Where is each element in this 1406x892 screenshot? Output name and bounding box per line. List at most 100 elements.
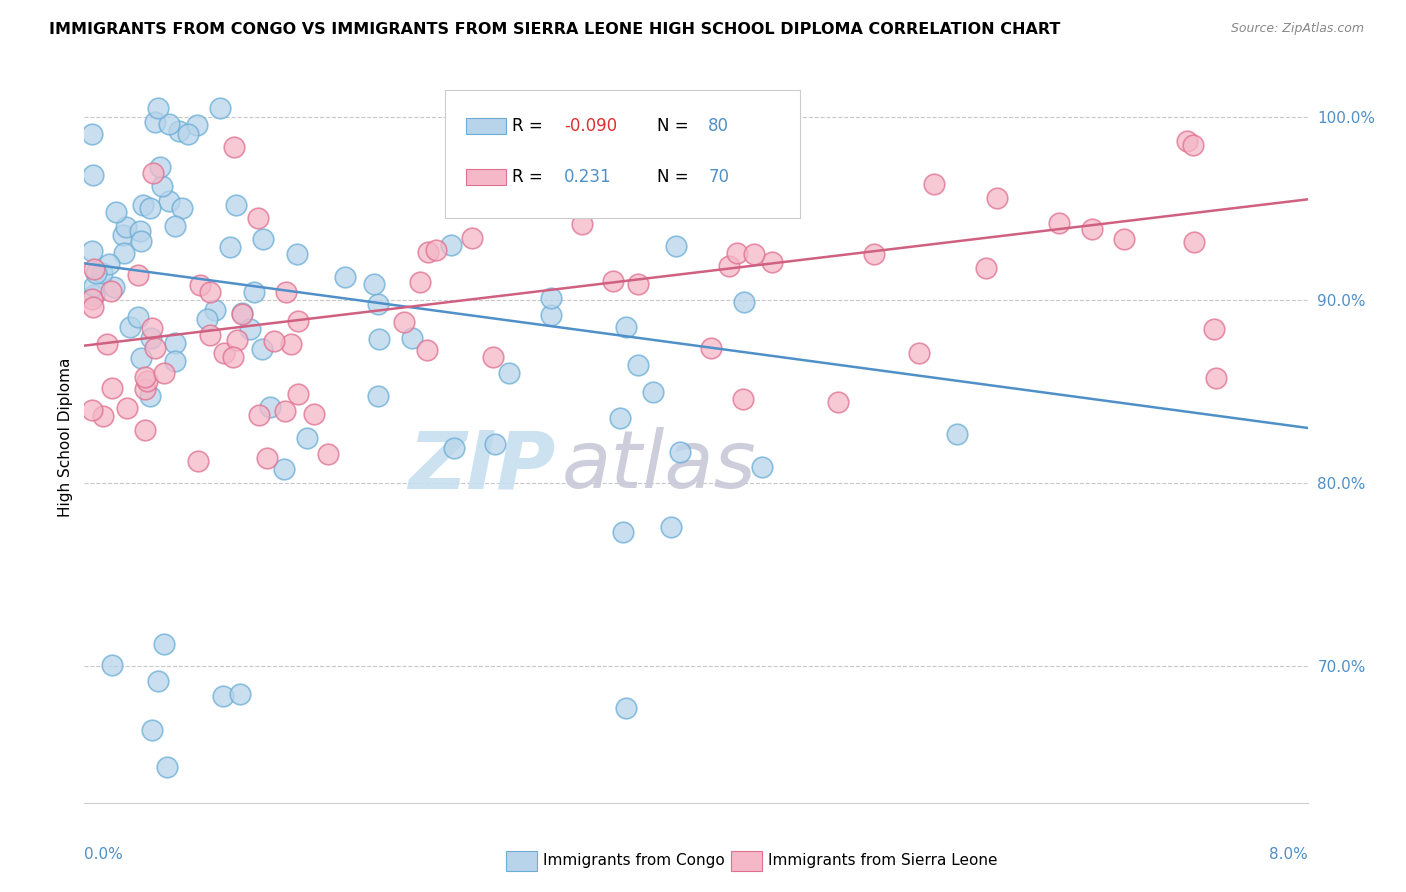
Point	[188, 277, 211, 292]
Point	[733, 295, 755, 310]
Point	[142, 166, 165, 180]
Point	[134, 382, 156, 396]
Point	[82, 300, 104, 314]
Point	[97, 257, 120, 271]
Point	[187, 454, 209, 468]
Text: 0.231: 0.231	[564, 169, 612, 186]
Text: IMMIGRANTS FROM CONGO VS IMMIGRANTS FROM SIERRA LEONE HIGH SCHOOL DIPLOMA CORREL: IMMIGRANTS FROM CONGO VS IMMIGRANTS FROM…	[49, 22, 1060, 37]
Point	[91, 409, 114, 423]
Point	[150, 179, 173, 194]
Point	[163, 336, 186, 351]
Point	[280, 337, 302, 351]
Point	[922, 178, 945, 192]
Point	[409, 275, 432, 289]
Y-axis label: High School Diploma: High School Diploma	[58, 358, 73, 516]
FancyBboxPatch shape	[465, 169, 506, 186]
Point	[129, 234, 152, 248]
Point	[1182, 235, 1205, 249]
Point	[827, 395, 849, 409]
Text: 0.0%: 0.0%	[84, 847, 124, 862]
Point	[204, 302, 226, 317]
Point	[1181, 138, 1204, 153]
Point	[908, 345, 931, 359]
Point	[101, 658, 124, 673]
Point	[484, 436, 506, 450]
Point	[247, 408, 270, 422]
Point	[115, 220, 138, 235]
Point	[440, 238, 463, 252]
Point	[103, 280, 125, 294]
Point	[669, 445, 692, 459]
Point	[127, 310, 149, 324]
Point	[112, 246, 135, 260]
Point	[609, 411, 631, 425]
Point	[416, 245, 439, 260]
Point	[132, 198, 155, 212]
Point	[200, 327, 222, 342]
Point	[250, 343, 273, 357]
Point	[134, 423, 156, 437]
Point	[274, 285, 297, 299]
Text: N =: N =	[657, 117, 693, 136]
Point	[198, 285, 221, 300]
Point	[136, 375, 159, 389]
Text: Immigrants from Sierra Leone: Immigrants from Sierra Leone	[768, 854, 997, 868]
Point	[1205, 371, 1227, 385]
FancyBboxPatch shape	[465, 118, 506, 135]
Text: R =: R =	[513, 169, 548, 186]
Point	[83, 262, 105, 277]
Point	[165, 219, 187, 234]
Point	[751, 460, 773, 475]
Point	[1175, 134, 1198, 148]
Point	[141, 320, 163, 334]
Point	[170, 202, 193, 216]
Text: R =: R =	[513, 117, 548, 136]
Point	[239, 322, 262, 336]
Point	[84, 266, 107, 280]
Point	[143, 341, 166, 355]
Point	[659, 519, 682, 533]
Point	[501, 159, 523, 173]
Point	[219, 239, 242, 253]
Point	[83, 288, 105, 302]
Point	[80, 127, 103, 141]
Point	[641, 384, 664, 399]
Point	[131, 351, 153, 365]
Point	[225, 198, 247, 212]
Point	[143, 115, 166, 129]
Point	[482, 350, 505, 364]
Point	[401, 330, 423, 344]
Point	[287, 386, 309, 401]
Point	[304, 407, 326, 421]
Point	[222, 140, 245, 154]
Point	[148, 161, 170, 175]
Point	[540, 291, 562, 305]
Point	[274, 404, 297, 418]
Point	[141, 723, 163, 737]
Point	[134, 370, 156, 384]
Point	[700, 341, 723, 355]
Point	[717, 260, 740, 274]
Point	[197, 312, 219, 326]
Point	[156, 760, 179, 774]
Point	[333, 270, 356, 285]
Text: Immigrants from Congo: Immigrants from Congo	[543, 854, 724, 868]
Point	[416, 343, 439, 358]
Point	[627, 277, 650, 292]
Point	[316, 447, 339, 461]
Text: 80: 80	[709, 117, 730, 136]
Point	[247, 211, 270, 226]
Point	[167, 124, 190, 138]
Point	[138, 389, 160, 403]
Point	[146, 673, 169, 688]
Point	[287, 314, 309, 328]
Point	[664, 239, 686, 253]
Point	[127, 268, 149, 282]
Point	[177, 127, 200, 141]
Point	[152, 637, 174, 651]
Point	[725, 246, 748, 260]
Point	[1047, 216, 1070, 230]
Point	[141, 330, 163, 344]
Point	[461, 231, 484, 245]
Point	[484, 188, 506, 202]
